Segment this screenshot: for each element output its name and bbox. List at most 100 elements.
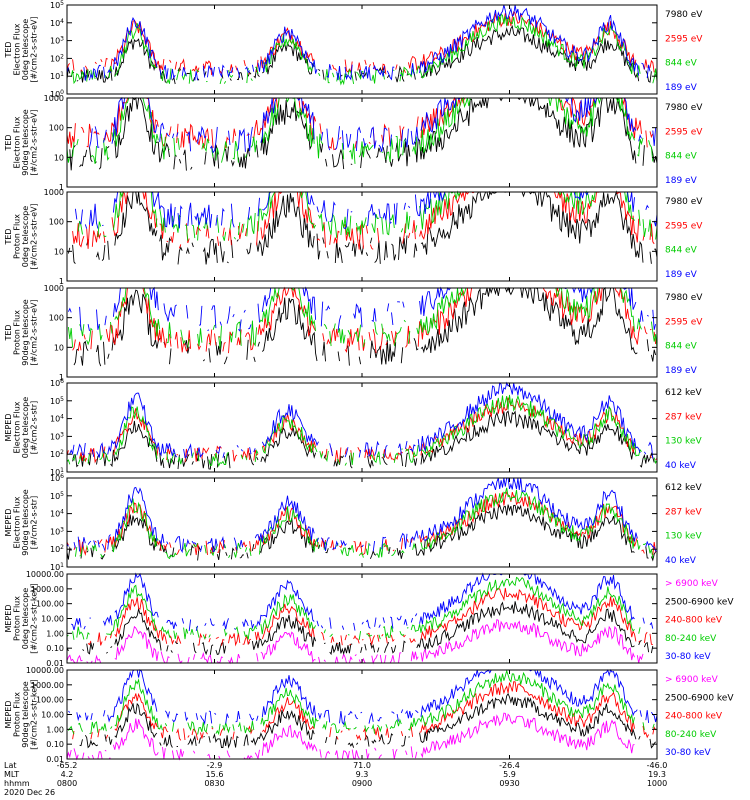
- y-tick-label: 10: [54, 247, 64, 256]
- y-tick-label: 103: [50, 36, 64, 46]
- y-tick-label: 0.01: [46, 755, 64, 764]
- panel-ted-p-0: 1 10 100 1000 TEDProton Flux0deg telescope[#…: [4, 188, 703, 286]
- y-tick-label: 104: [50, 414, 64, 424]
- y-tick-label: 1.00: [46, 629, 64, 638]
- y-tick-label: 1: [59, 277, 64, 286]
- y-tick-label: 10000.00: [26, 666, 64, 675]
- legend-entry: 130 keV: [665, 532, 702, 542]
- x-row-label: MLT: [4, 770, 19, 779]
- series-line-meped-e-90-3: [66, 477, 658, 554]
- legend-entry: 189 eV: [665, 83, 698, 93]
- y-tick-label: 1000.00: [31, 585, 64, 594]
- legend-entry: 2500-6900 keV: [665, 597, 734, 607]
- x-tick-hhmm: 0800: [57, 779, 77, 788]
- legend-entry: 612 keV: [665, 483, 702, 493]
- x-row-label: hhmm: [4, 779, 30, 788]
- y-tick-label: 100: [49, 124, 64, 133]
- y-axis-label: TEDProton Flux90deg telescope[#/cm2-s-st…: [4, 299, 39, 366]
- legend-entry: 189 eV: [665, 366, 698, 376]
- y-tick-label: 1: [59, 183, 64, 192]
- y-tick-label: 102: [50, 449, 64, 459]
- legend-entry: 30-80 keV: [665, 652, 711, 662]
- y-tick-label: 1000.00: [31, 681, 64, 690]
- y-tick-label: 101: [50, 71, 64, 81]
- legend-entry: 2595 eV: [665, 127, 703, 137]
- y-tick-label: 10: [54, 343, 64, 352]
- panel-ted-e-90: 1 10 100 1000 TEDElectron Flux90deg telescop…: [4, 94, 703, 192]
- legend-entry: > 6900 keV: [665, 579, 719, 589]
- y-tick-label: 106: [50, 378, 64, 388]
- y-tick-label: 100.00: [36, 696, 64, 705]
- y-tick-label: 101: [50, 467, 64, 477]
- y-tick-label: 100: [49, 314, 64, 323]
- y-axis-label: TEDProton Flux0deg telescope[#/cm2-s-str…: [4, 203, 39, 269]
- legend-entry: 287 keV: [665, 412, 702, 422]
- legend-entry: 240-800 keV: [665, 616, 723, 626]
- y-tick-label: 100: [49, 218, 64, 227]
- y-tick-label: 101: [50, 562, 64, 572]
- legend-entry: 612 keV: [665, 388, 702, 398]
- y-tick-label: 10.00: [41, 711, 64, 720]
- legend-entry: 189 eV: [665, 176, 698, 186]
- x-tick-mlt: 19.3: [648, 770, 666, 779]
- legend-entry: 189 eV: [665, 270, 698, 280]
- y-tick-label: 10000.00: [26, 570, 64, 579]
- y-tick-label: 1000: [44, 284, 64, 293]
- y-tick-label: 105: [50, 396, 64, 406]
- x-tick-mlt: 5.9: [503, 770, 516, 779]
- legend-entry: 844 eV: [665, 152, 698, 162]
- panel-meped-p-90: 0.01 0.10 1.00 10.00 100.00 1000.00 10000.00 ME…: [4, 666, 734, 764]
- y-axis-label: MEPEDProton Flux0deg telescope[#/cm2-s-s…: [4, 583, 39, 654]
- legend-entry: 844 eV: [665, 342, 698, 352]
- legend-entry: 240-800 keV: [665, 712, 723, 722]
- legend-entry: 80-240 keV: [665, 634, 717, 644]
- y-axis-label: MEPEDElectron Flux0deg telescope[#/cm2-s…: [4, 397, 39, 458]
- x-tick-lat: -2.9: [207, 761, 223, 770]
- y-tick-label: 10.00: [41, 615, 64, 624]
- y-tick-label: 1000: [44, 94, 64, 103]
- x-tick-hhmm: 0900: [352, 779, 372, 788]
- legend-entry: 844 eV: [665, 246, 698, 256]
- legend-entry: 7980 eV: [665, 10, 703, 20]
- panel-meped-e-90: 101 102 103 104 105 106 MEPEDElectron Flux90de…: [4, 473, 702, 572]
- y-axis-label: MEPEDProton Flux90deg telescope[#/cm2-s-…: [4, 679, 39, 750]
- legend-entry: 40 keV: [665, 461, 697, 471]
- x-tick-hhmm: 0830: [204, 779, 224, 788]
- series-line-meped-e-0-2: [66, 394, 658, 468]
- x-tick-lat: -65.2: [57, 761, 78, 770]
- y-tick-label: 0.01: [46, 659, 64, 668]
- y-tick-label: 106: [50, 473, 64, 483]
- panel-ted-p-90: 1 10 100 1000 TEDProton Flux90deg telescope[…: [4, 284, 703, 382]
- legend-entry: 7980 eV: [665, 103, 703, 113]
- legend-entry: 30-80 keV: [665, 748, 711, 758]
- y-tick-label: 103: [50, 526, 64, 536]
- series-line-ted-e-90-2: [66, 96, 654, 164]
- x-tick-lat: -26.4: [499, 761, 520, 770]
- y-tick-label: 100.00: [36, 600, 64, 609]
- legend-entry: 287 keV: [665, 507, 702, 517]
- series-line-ted-p-90-2: [67, 287, 658, 349]
- panel-meped-p-0: 0.01 0.10 1.00 10.00 100.00 1000.00 10000.00 ME…: [4, 570, 734, 668]
- panel-meped-e-0: 101 102 103 104 105 106 MEPEDElectron Flux0deg…: [4, 378, 702, 477]
- x-tick-hhmm: 1000: [647, 779, 667, 788]
- panel-ted-e-0: 100 101 102 103 104 105 TEDElectron Flux0deg t…: [4, 0, 703, 99]
- series-line-ted-p-0-3: [74, 191, 658, 230]
- x-tick-lat: -46.0: [647, 761, 668, 770]
- x-row-label: 2020 Dec 26: [4, 788, 55, 797]
- y-tick-label: 100: [50, 89, 64, 99]
- legend-entry: 7980 eV: [665, 197, 703, 207]
- y-tick-label: 104: [50, 509, 64, 519]
- x-tick-hhmm: 0930: [499, 779, 519, 788]
- series-line-meped-p-0-1: [66, 601, 654, 656]
- legend-entry: 844 eV: [665, 59, 698, 69]
- x-tick-mlt: 9.3: [356, 770, 369, 779]
- legend-entry: 40 keV: [665, 556, 697, 566]
- legend-entry: 2595 eV: [665, 317, 703, 327]
- y-axis-label: MEPEDElectron Flux90deg telescope[#/cm2-…: [4, 489, 39, 556]
- y-tick-label: 105: [50, 0, 64, 10]
- legend-entry: > 6900 keV: [665, 675, 719, 685]
- x-tick-mlt: 15.6: [206, 770, 224, 779]
- y-axis-label: TEDElectron Flux90deg telescope[#/cm2-s-…: [4, 109, 39, 176]
